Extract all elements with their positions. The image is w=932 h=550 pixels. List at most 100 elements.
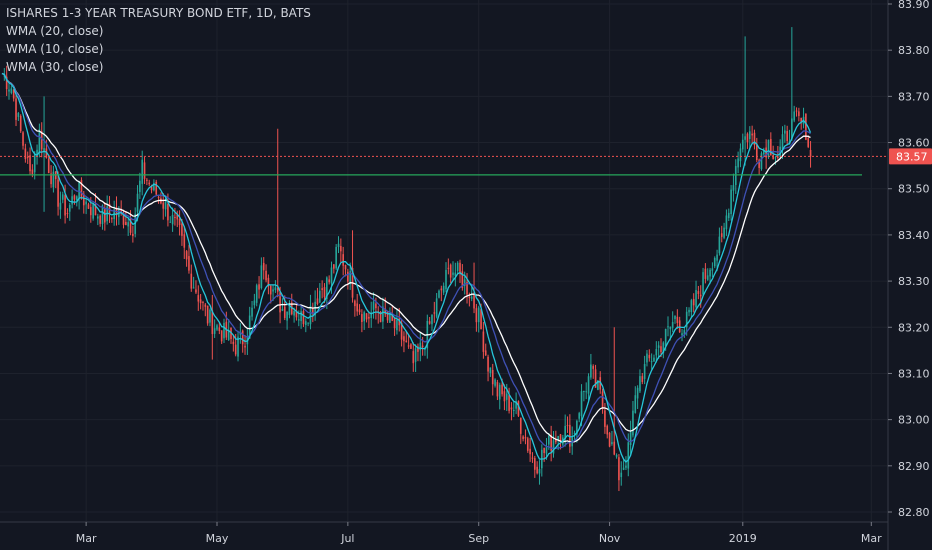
candle-body bbox=[141, 159, 144, 184]
indicator-wma-10[interactable]: WMA (10, close) bbox=[6, 42, 104, 56]
candle-body bbox=[475, 308, 478, 323]
candle-body bbox=[85, 201, 87, 205]
candle-body bbox=[237, 336, 239, 357]
candle-body bbox=[552, 440, 555, 454]
wma-30-line bbox=[1, 72, 811, 443]
indicator-wma-20[interactable]: WMA (20, close) bbox=[6, 24, 104, 38]
candle-body bbox=[220, 330, 223, 342]
candle-body bbox=[606, 425, 609, 435]
candle-body bbox=[318, 290, 321, 303]
candle-body bbox=[632, 410, 634, 436]
candle-body bbox=[43, 148, 45, 152]
candle-body bbox=[704, 268, 707, 279]
chart-title: ISHARES 1-3 YEAR TREASURY BOND ETF, 1D, … bbox=[6, 6, 311, 20]
candle-body bbox=[428, 321, 431, 324]
candle-body bbox=[496, 382, 499, 397]
candle-body bbox=[87, 204, 90, 209]
price-axis: 83.90 83.80 83.70 83.60 83.50 83.40 83.30 83.20… bbox=[888, 0, 930, 519]
candle-body bbox=[328, 279, 330, 283]
price-tick-label: 82.80 bbox=[898, 506, 930, 519]
grid-lines bbox=[0, 0, 888, 522]
candle-body bbox=[195, 289, 197, 293]
candle-body bbox=[512, 410, 515, 412]
candle-body bbox=[73, 195, 76, 200]
candle-body bbox=[711, 268, 714, 271]
candle-body bbox=[309, 305, 312, 325]
candle-body bbox=[248, 315, 251, 339]
candle-body bbox=[61, 194, 64, 200]
candle-body bbox=[101, 205, 104, 225]
candle-body bbox=[601, 391, 604, 409]
moving-average-lines bbox=[1, 72, 812, 464]
candle-body bbox=[153, 183, 155, 191]
candle-body bbox=[260, 265, 263, 289]
candle-body bbox=[262, 262, 265, 271]
candle-body bbox=[692, 299, 695, 306]
candle-body bbox=[300, 311, 302, 322]
candle-body bbox=[669, 326, 672, 330]
candle-body bbox=[122, 212, 125, 225]
candle-body bbox=[536, 466, 538, 474]
candle-body bbox=[622, 467, 625, 470]
candle-body bbox=[213, 328, 216, 334]
candle-body bbox=[699, 294, 702, 297]
candle-body bbox=[169, 221, 172, 223]
candle-body bbox=[185, 251, 188, 260]
candle-body bbox=[431, 314, 433, 325]
candle-body bbox=[463, 279, 466, 287]
candle-body bbox=[344, 264, 347, 270]
candle-body bbox=[40, 131, 43, 150]
candle-body bbox=[389, 313, 391, 323]
price-tick-label: 83.90 bbox=[898, 0, 930, 11]
candle-body bbox=[38, 129, 41, 153]
price-tick-label: 83.10 bbox=[898, 367, 930, 380]
candle-body bbox=[538, 469, 541, 474]
candle-body bbox=[442, 285, 445, 293]
candle-body bbox=[690, 300, 693, 313]
candle-body bbox=[295, 310, 298, 318]
candle-body bbox=[19, 115, 22, 132]
candle-body bbox=[445, 269, 447, 290]
candle-body bbox=[17, 113, 20, 117]
candle-body bbox=[361, 314, 363, 322]
candle-body bbox=[276, 287, 279, 292]
candle-body bbox=[272, 289, 274, 292]
candle-body bbox=[807, 138, 810, 147]
candle-body bbox=[120, 209, 122, 212]
candle-body bbox=[480, 309, 482, 330]
candle-body bbox=[8, 89, 10, 92]
candle-body bbox=[33, 154, 36, 173]
candle-body bbox=[267, 277, 270, 287]
candle-body bbox=[615, 455, 618, 457]
candle-body bbox=[209, 309, 211, 323]
candle-body bbox=[620, 472, 623, 478]
candle-body bbox=[732, 185, 735, 191]
candle-body bbox=[211, 310, 214, 335]
candle-body bbox=[597, 380, 599, 390]
candle-body bbox=[162, 202, 165, 209]
candle-body bbox=[545, 447, 548, 454]
candle-body bbox=[533, 458, 536, 470]
candle-body bbox=[482, 331, 485, 352]
candle-body bbox=[148, 182, 151, 185]
candle-body bbox=[676, 316, 679, 324]
candle-body bbox=[753, 132, 756, 146]
candle-body bbox=[314, 301, 316, 316]
price-tick-label: 83.50 bbox=[898, 183, 930, 196]
candle-body bbox=[363, 312, 366, 322]
candle-body bbox=[279, 292, 281, 313]
candle-body bbox=[798, 111, 800, 116]
candle-body bbox=[375, 303, 377, 309]
candle-body bbox=[611, 442, 613, 444]
candle-body bbox=[566, 425, 569, 427]
candle-body bbox=[96, 216, 99, 219]
indicator-wma-30[interactable]: WMA (30, close) bbox=[6, 60, 104, 74]
candle-body bbox=[384, 308, 387, 315]
candle-body bbox=[143, 162, 146, 179]
candle-body bbox=[22, 132, 24, 146]
candle-body bbox=[251, 307, 253, 317]
candle-body bbox=[702, 272, 704, 295]
candle-body bbox=[800, 117, 803, 123]
candle-body bbox=[697, 291, 700, 294]
